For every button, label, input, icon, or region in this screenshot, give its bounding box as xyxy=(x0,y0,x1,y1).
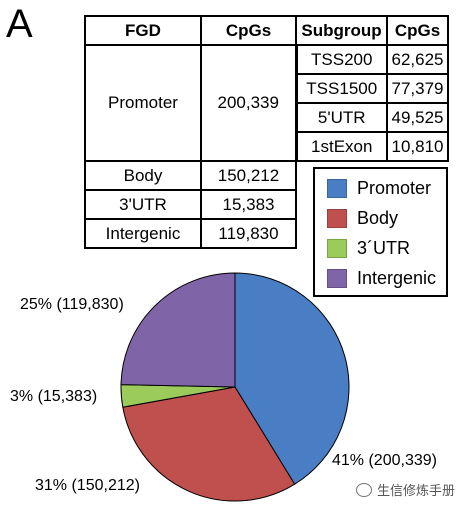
legend-label: Promoter xyxy=(357,178,432,198)
subgroup-value: 62,625 xyxy=(386,44,449,75)
row-label: Intergenic xyxy=(84,218,202,249)
header-cpgs: CpGs xyxy=(200,15,297,46)
table-header-row: FGD CpGs Subgroup CpGs xyxy=(84,15,449,46)
pie-slice-intergenic xyxy=(120,272,236,388)
table-row: Body 150,212 xyxy=(84,160,448,191)
header-sub-cpgs: CpGs xyxy=(386,15,449,46)
wechat-icon xyxy=(356,482,372,497)
subgroup-value: 10,810 xyxy=(386,131,449,162)
pie-label-3utr: 3% (15,383) xyxy=(10,388,98,405)
promoter-label: Promoter xyxy=(84,44,202,162)
pie-label-promoter: 41% (200,339) xyxy=(332,452,437,469)
header-subgroup: Subgroup xyxy=(295,15,388,46)
legend-label: Body xyxy=(357,208,399,228)
table-row: 5'UTR 49,525 xyxy=(85,102,449,133)
table-row: Promoter 200,339 TSS200 62,625 xyxy=(84,44,449,162)
watermark: 生信修炼手册 xyxy=(356,480,455,499)
row-label: Body xyxy=(84,160,202,191)
legend-item-intergenic: Intergenic xyxy=(327,268,436,289)
row-value: 150,212 xyxy=(200,160,297,191)
subgroup-value: 77,379 xyxy=(386,73,449,104)
subgroup-name: 1stExon xyxy=(294,131,388,162)
legend-item-body: Body xyxy=(327,208,398,229)
header-fgd: FGD xyxy=(84,15,202,46)
subgroup-name: TSS200 xyxy=(294,44,388,75)
legend-item-3utr: 3´UTR xyxy=(327,238,410,259)
legend-swatch xyxy=(327,239,347,258)
legend-label: Intergenic xyxy=(357,268,437,288)
chart-legend: Promoter Body 3´UTR Intergenic xyxy=(313,167,448,297)
subgroup-name: TSS1500 xyxy=(294,73,388,104)
table-row: TSS1500 77,379 xyxy=(85,73,449,104)
promoter-value: 200,339 xyxy=(200,44,297,162)
legend-swatch xyxy=(327,209,347,228)
pie-slice-body xyxy=(122,386,296,502)
legend-swatch xyxy=(327,269,347,288)
pie-label-body: 31% (150,212) xyxy=(35,477,140,494)
cpg-table: FGD CpGs Subgroup CpGs Promoter 200,339 … xyxy=(84,15,449,249)
row-label: 3'UTR xyxy=(84,189,202,220)
pie-slice-promoter xyxy=(234,272,350,485)
row-value: 15,383 xyxy=(200,189,297,220)
pie-label-intergenic: 25% (119,830) xyxy=(20,296,124,313)
subgroup-value: 49,525 xyxy=(386,102,449,133)
table-row: Intergenic 119,830 xyxy=(84,218,448,249)
legend-swatch xyxy=(327,179,347,198)
table-row: 3'UTR 15,383 xyxy=(84,189,448,220)
legend-label: 3´UTR xyxy=(357,238,410,258)
subgroup-name: 5'UTR xyxy=(294,102,388,133)
legend-item-promoter: Promoter xyxy=(327,178,431,199)
table-row: 1stExon 10,810 xyxy=(85,131,449,162)
row-value: 119,830 xyxy=(200,218,297,249)
watermark-text: 生信修炼手册 xyxy=(377,483,456,498)
panel-label: A xyxy=(6,2,33,46)
